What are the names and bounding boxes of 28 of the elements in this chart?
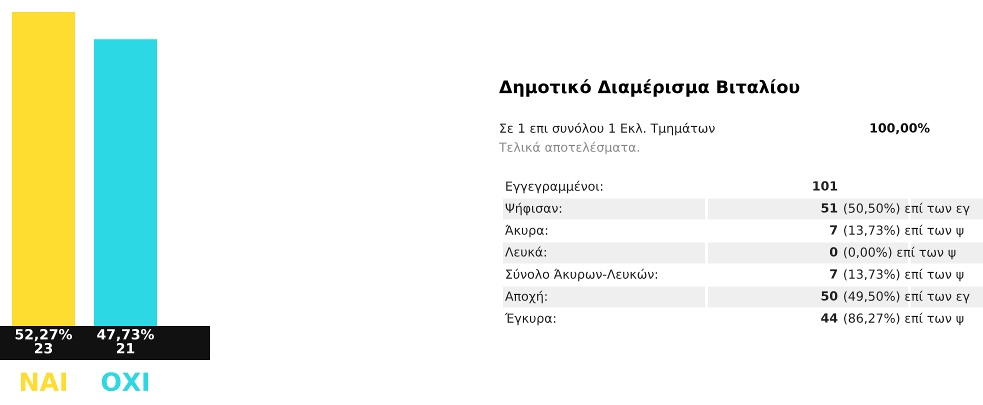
text: Αποχή: (505, 290, 547, 304)
text: 100,00% (870, 123, 930, 134)
text: 7 (830, 225, 838, 234)
text: 50 (822, 291, 838, 301)
text: Σύνολο Άκυρων-Λευκών: (506, 268, 658, 282)
text: Σε 1 επι συνόλου 1 Εκλ. Τμημάτων (500, 122, 715, 136)
text: (0,00%) επί των ψ (844, 246, 956, 260)
text: 101 (813, 181, 838, 191)
text: 44 (821, 313, 838, 322)
text: (86,27%) επί των ψ (844, 312, 964, 326)
text: Άκυρα: (505, 224, 548, 238)
x-tick-label: ΟΧΙ (102, 372, 148, 392)
text: Λευκά: (505, 246, 546, 257)
text: Εγγεγραμμένοι: (506, 180, 602, 194)
data-label: 52,27% 23 (16, 329, 72, 354)
text: 7 (830, 269, 838, 278)
text: Τελικά αποτελέσματα. (498, 142, 639, 154)
text: Δημοτικό Διαμέρισμα Βιταλίου (499, 79, 800, 97)
text: (49,50%) επί των εγ (844, 290, 970, 304)
text: (13,73%) επί των ψ (844, 268, 964, 282)
text: 51 (822, 203, 838, 213)
text: Ψήφισαν: (506, 202, 562, 216)
text: (50,50%) επί των εγ (844, 202, 970, 216)
data-label: 47,73% 21 (97, 329, 154, 354)
text: Έγκυρα: (504, 312, 556, 326)
text: (13,73%) επί των ψ (844, 224, 964, 238)
x-tick-label: ΝΑΙ (21, 372, 66, 391)
text: 0 (830, 247, 838, 257)
